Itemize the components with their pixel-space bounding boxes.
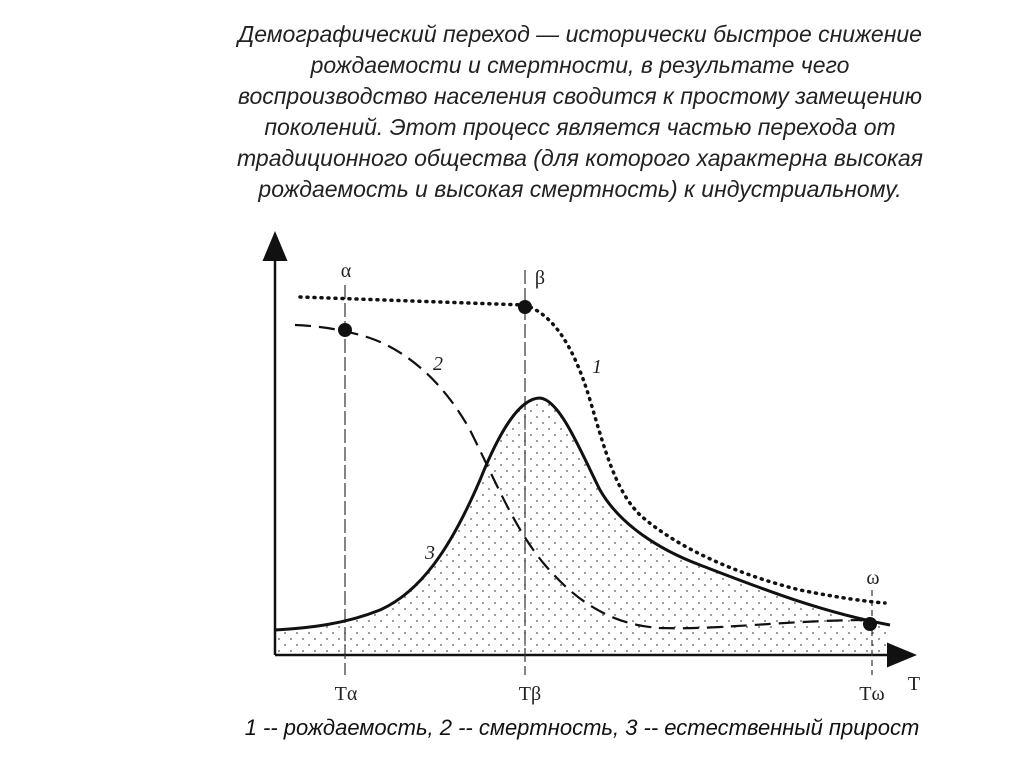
point (863, 617, 877, 631)
curve-label: 2 (433, 353, 443, 375)
heading-line: традиционного общества (для которого хар… (237, 145, 923, 171)
point-label: ω (866, 567, 879, 589)
diagram: α β ω 1 2 3 Tα Tβ Tω T (262, 231, 920, 705)
heading-line: воспроизводство населения сводится к про… (238, 83, 922, 109)
death-rate-curve (294, 323, 871, 630)
point-label: β (535, 267, 545, 289)
growth-area (275, 398, 890, 655)
caption: 1 -- рождаемость, 2 -- смертность, 3 -- … (245, 715, 920, 740)
axis-tick-label: Tω (859, 683, 884, 705)
heading: Демографический переход — исторически бы… (235, 21, 923, 202)
curve-label: 1 (592, 356, 602, 378)
heading-line: рождаемости и смертности, в результате ч… (310, 52, 850, 78)
point (338, 323, 352, 337)
heading-line: рождаемость и высокая смертность) к инду… (257, 176, 901, 202)
curve-label: 3 (424, 542, 435, 564)
point-label: α (341, 260, 352, 282)
point (518, 300, 532, 314)
heading-line: поколений. Этот процесс является частью … (264, 114, 895, 140)
axis-tick-label: Tβ (519, 683, 541, 705)
birth-rate-curve (298, 295, 887, 605)
natural-growth-curve (274, 396, 891, 632)
axis-tick-label: Tα (335, 683, 358, 705)
heading-line: Демографический переход — исторически бы… (235, 21, 922, 47)
axis-label: T (908, 673, 920, 695)
